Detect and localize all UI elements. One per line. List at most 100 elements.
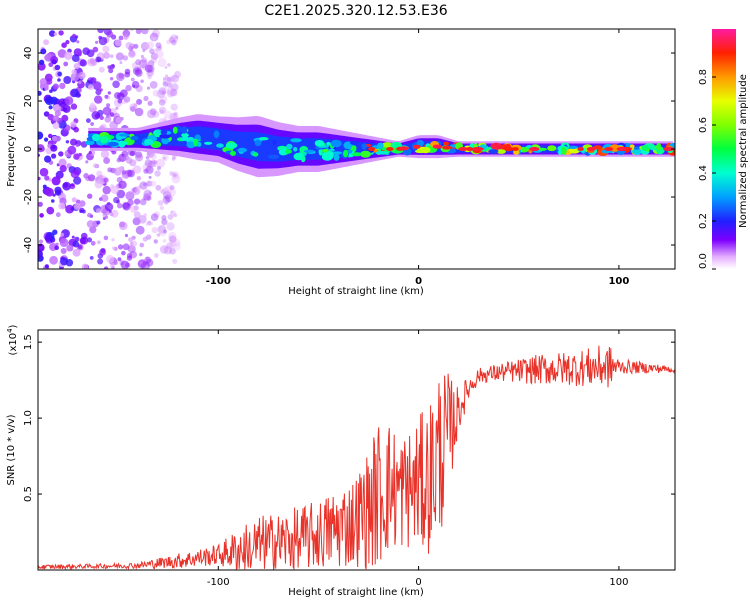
spectrogram-noise-blob — [135, 188, 139, 193]
spectrogram-noise-blob — [70, 72, 80, 82]
spectrogram-ridge-blob — [656, 143, 662, 151]
spectrogram-noise-blob — [54, 110, 62, 117]
spectrogram-noise-blob — [159, 228, 167, 237]
spectrogram-noise-blob — [108, 68, 114, 74]
spectrogram-noise-blob — [115, 116, 123, 124]
spectrogram-noise-blob — [90, 240, 96, 246]
spectrogram-noise-blob — [111, 238, 115, 242]
spectrogram-noise-blob — [169, 112, 177, 121]
spectrogram-noise-blob — [162, 76, 172, 86]
spectrogram-noise-blob — [122, 243, 130, 251]
spectrogram-noise-blob — [153, 239, 158, 244]
spectrogram-noise-blob — [140, 54, 144, 59]
spectrogram-ridge-blob — [351, 145, 357, 151]
spectrogram-noise-blob — [49, 30, 56, 37]
spectrogram-noise-blob — [130, 77, 135, 82]
spectrogram-noise-blob — [79, 59, 87, 67]
spectrogram-noise-blob — [122, 202, 131, 211]
spectrogram-noise-blob — [169, 185, 175, 191]
spectrogram-noise-blob — [97, 258, 104, 265]
spectrogram-noise-blob — [165, 78, 173, 86]
spectrogram-noise-blob — [141, 29, 149, 35]
spectrogram-noise-blob — [161, 154, 169, 162]
spectrogram-noise-blob — [58, 151, 64, 157]
spectrogram-noise-blob — [99, 248, 106, 256]
spectrogram-ridge-blob — [161, 137, 170, 145]
spectrogram-noise-blob — [157, 58, 167, 68]
spectrogram-noise-blob — [102, 106, 112, 116]
spectrogram-ridge-blob — [293, 147, 298, 152]
spectrogram-noise-blob — [45, 147, 52, 155]
spectrogram-noise-blob — [162, 81, 168, 87]
spectrogram-noise-blob — [163, 191, 172, 200]
spectrogram-peak-blob — [412, 144, 421, 149]
spectrogram-noise-blob — [70, 207, 75, 211]
spectrogram-ridge-blob — [633, 146, 640, 150]
spectrogram-ridge-blob — [225, 142, 238, 149]
spectrogram-noise-blob — [103, 52, 110, 59]
spectrogram-noise-blob — [117, 244, 124, 250]
spectrogram-noise-blob — [78, 245, 82, 249]
spectrogram-noise-blob — [153, 211, 160, 218]
spectrogram-noise-blob — [159, 95, 168, 104]
spectrogram-noise-blob — [87, 193, 93, 199]
spectrogram-noise-blob — [48, 133, 53, 139]
spectrogram-noise-blob — [142, 197, 146, 202]
spectrogram-noise-blob — [38, 201, 43, 207]
spectrogram-noise-blob — [43, 39, 49, 46]
spectrogram-noise-blob — [110, 185, 119, 194]
spectrogram-noise-blob — [44, 234, 52, 242]
spectrogram-noise-blob — [143, 193, 151, 201]
spectrogram-noise-blob — [159, 205, 165, 211]
spectrogram-noise-blob — [103, 235, 109, 241]
spectrogram-ridge-blob — [91, 133, 101, 142]
spectrogram-peak-blob — [368, 147, 376, 151]
spectrogram-noise-blob — [146, 234, 152, 240]
spectrogram-noise-blob — [39, 213, 44, 218]
colorbar-tick-label: 0.4 — [698, 165, 709, 181]
spectrogram-noise-blob — [133, 165, 142, 174]
spectrogram-noise-blob — [120, 89, 128, 98]
spectrogram-noise-blob — [87, 84, 94, 91]
spectrogram-noise-blob — [90, 59, 97, 66]
spectrogram-noise-blob — [58, 98, 67, 107]
spectrogram-ridge-blob — [180, 136, 191, 141]
colorbar-ticks: 0.0 0.2 0.4 0.6 0.8 — [698, 69, 716, 270]
spectrogram-noise-blob — [75, 143, 79, 148]
spectrogram-noise-blob — [71, 197, 77, 203]
spectrogram-noise-blob — [171, 157, 176, 161]
spectrogram-noise-blob — [39, 167, 49, 177]
spectrogram-ridge-blob — [213, 130, 220, 139]
snr-series-line — [38, 345, 675, 570]
spectrogram-noise-blob — [162, 187, 169, 194]
spectrogram-noise-blob — [153, 160, 158, 164]
snr-exponent-base: (x10 — [8, 333, 19, 356]
spectrogram-noise-blob — [91, 111, 101, 120]
spectrogram-noise-blob — [133, 103, 138, 107]
spectrogram-ridge-blob — [568, 145, 578, 149]
spectrogram-noise-blob — [167, 63, 171, 67]
spectrogram-noise-blob — [70, 121, 77, 128]
spectrogram-noise-blob — [62, 104, 71, 113]
spectrogram-ridge-blob — [267, 154, 280, 160]
spectrogram-noise-blob — [164, 66, 168, 69]
spectrogram-noise-blob — [50, 144, 58, 152]
spectrogram-noise-blob — [88, 174, 96, 182]
spectrogram-noise-blob — [159, 109, 165, 115]
spectrogram-ridge-blob — [331, 151, 344, 155]
spectrogram-noise-blob — [146, 41, 155, 50]
spectrogram-noise-blob — [144, 64, 153, 73]
spectrogram-noise-blob — [43, 111, 50, 117]
spectrogram-ridge-blob — [159, 133, 171, 139]
spectrogram-noise-blob — [66, 244, 74, 252]
spectrogram-ridge-blob — [160, 128, 168, 136]
spectrogram-noise-blob — [169, 34, 179, 43]
spectrogram-noise-blob — [175, 35, 179, 39]
spectrogram-noise-blob — [48, 62, 54, 68]
spectrogram-noise-blob — [72, 33, 76, 38]
spectrogram-noise-blob — [44, 264, 49, 269]
x-tick-label: 100 — [608, 276, 629, 287]
spectrogram-noise-blob — [154, 170, 161, 177]
spectrogram-noise-blob — [61, 42, 67, 48]
spectrogram-peak-blob — [386, 147, 394, 151]
